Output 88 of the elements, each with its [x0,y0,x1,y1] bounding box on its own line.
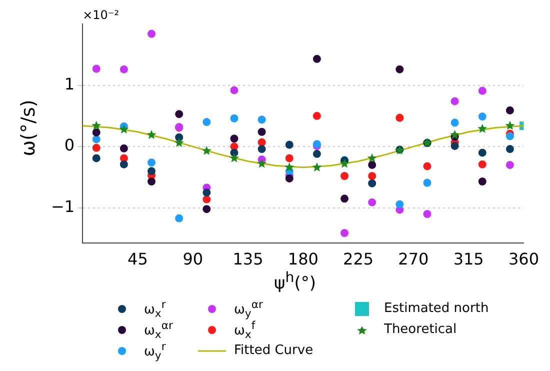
point [92,64,100,73]
point [230,114,238,122]
point [340,194,349,203]
point [505,120,515,130]
point [148,167,156,176]
point [202,118,211,126]
x-tick-label: 90 [182,250,204,269]
point [368,160,376,169]
point [506,106,514,114]
point [368,198,376,206]
point [175,133,184,142]
point [284,162,294,172]
point [478,148,486,157]
point [506,145,514,154]
y-tick-label: 1 [64,74,75,94]
point [423,210,432,218]
y-tick-label: −1 [50,197,75,216]
point [258,145,266,154]
point [506,160,514,169]
point [368,172,376,180]
point [230,134,238,143]
point [285,174,294,182]
x-axis-title: ψ$^{h}$(°) [273,270,317,294]
text: ×10⁻² [82,8,120,22]
x-tick-label: 45 [128,250,148,269]
point [119,124,129,134]
point [450,142,459,150]
point [312,162,322,172]
point [450,97,459,106]
x-tick-label: 135 [232,250,264,269]
point [340,158,350,168]
point [258,128,266,136]
point [148,178,156,186]
point [396,114,404,122]
x-tick-label: 270 [398,250,429,269]
point [120,160,128,168]
y-tick-label: 0 [64,136,75,155]
point [478,112,486,121]
point [478,160,486,168]
point [146,130,156,139]
point [340,172,349,180]
point [120,144,128,152]
point [120,65,128,74]
point [506,132,514,140]
y-axis-title: ω(°/s) [17,100,40,156]
point [229,153,239,162]
point [202,188,211,197]
legend-label: Estimated north [384,301,489,316]
point [367,153,377,162]
legend-label: Theoretical [384,322,457,337]
point [285,154,294,162]
point [450,130,460,139]
x-tick-label: 360 [508,250,540,269]
point [423,162,432,170]
point [92,154,100,162]
point [368,179,376,188]
point [396,65,404,74]
point [312,150,321,158]
legend-label: Fitted Curve [234,343,314,358]
point [230,86,238,94]
point [175,214,184,222]
point [92,120,102,130]
point [174,138,184,147]
point [202,195,211,204]
x-tick-label: 315 [453,250,484,269]
point [92,135,100,144]
point [202,146,212,155]
point [92,144,100,152]
point [312,112,321,120]
point [148,158,156,167]
point [257,158,267,168]
x-tick-label: 180 [288,250,318,269]
point [202,205,211,214]
point [478,86,486,95]
point [423,178,432,187]
point [285,140,294,149]
point [340,228,349,237]
point [148,30,156,38]
x-tick-label: 225 [343,250,374,269]
point [478,178,486,186]
point [396,200,404,208]
point [92,128,100,136]
point [312,54,321,63]
point [175,110,184,118]
point [258,138,266,146]
point [258,116,266,124]
point [450,118,459,127]
point [478,124,488,133]
